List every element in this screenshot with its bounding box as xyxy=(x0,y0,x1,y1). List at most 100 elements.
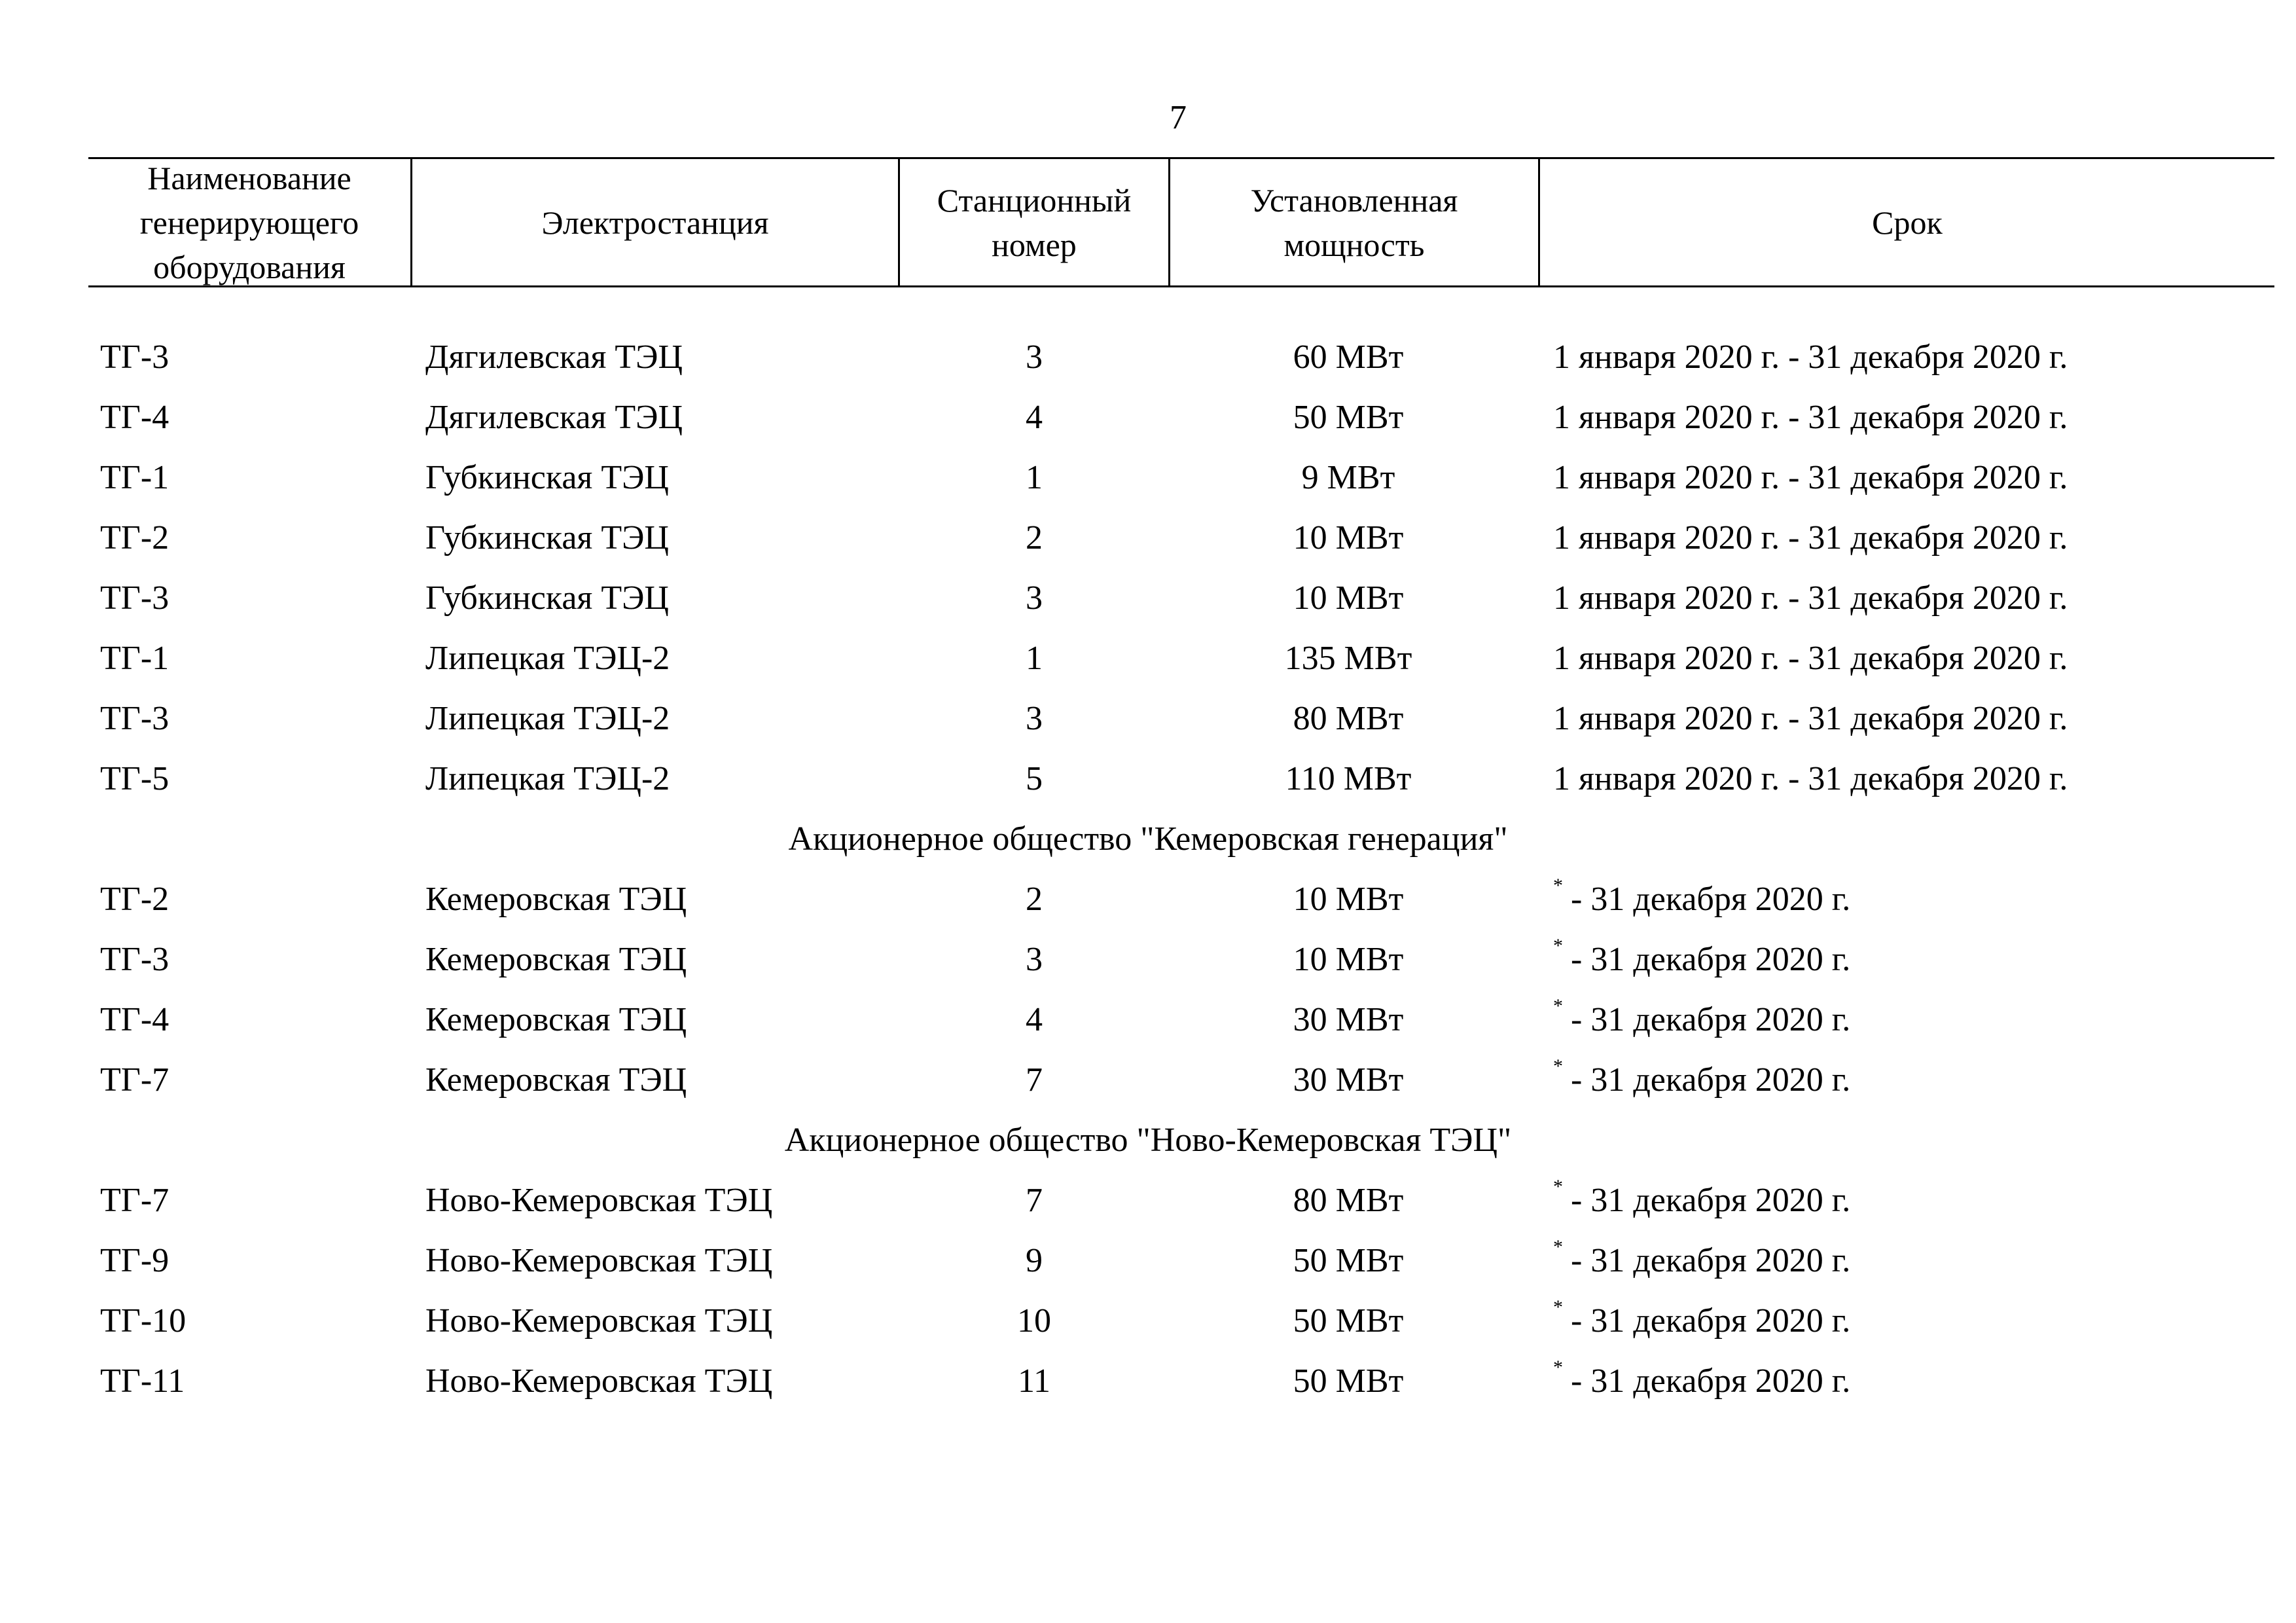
equipment-name: ТГ-7 xyxy=(100,1182,170,1219)
term-text: - 31 декабря 2020 г. xyxy=(1571,1182,1851,1219)
installed-capacity: 110 МВт xyxy=(1285,760,1412,797)
installed-capacity: 80 МВт xyxy=(1293,1182,1404,1219)
plant-name: Губкинская ТЭЦ xyxy=(425,459,669,496)
installed-capacity: 30 МВт xyxy=(1293,1001,1404,1038)
plant-name: Липецкая ТЭЦ-2 xyxy=(425,640,670,677)
station-number: 4 xyxy=(1026,399,1043,436)
header-divider-3 xyxy=(1168,157,1170,287)
table-row: ТГ-3 Кемеровская ТЭЦ 3 10 МВт * - 31 дека… xyxy=(0,930,2296,990)
station-number: 2 xyxy=(1026,881,1043,918)
term: 1 января 2020 г. - 31 декабря 2020 г. xyxy=(1553,579,2068,617)
header-capacity-line-1: Установленная xyxy=(1250,181,1458,219)
term: 1 января 2020 г. - 31 декабря 2020 г. xyxy=(1553,399,2068,436)
equipment-name: ТГ-1 xyxy=(100,640,170,677)
plant-name: Липецкая ТЭЦ-2 xyxy=(425,760,670,797)
equipment-name: ТГ-1 xyxy=(100,459,170,496)
footnote-mark: * xyxy=(1553,874,1563,896)
equipment-name: ТГ-9 xyxy=(100,1242,170,1279)
equipment-name: ТГ-11 xyxy=(100,1362,185,1400)
term: * - 31 декабря 2020 г. xyxy=(1553,1171,1850,1231)
header-plant: Электростанция xyxy=(412,157,898,287)
term-text: - 31 декабря 2020 г. xyxy=(1571,881,1851,918)
header-divider-4 xyxy=(1538,157,1540,287)
table-row: ТГ-2 Губкинская ТЭЦ 2 10 МВт 1 января 20… xyxy=(0,508,2296,568)
footnote-mark: * xyxy=(1553,994,1563,1017)
term: * - 31 декабря 2020 г. xyxy=(1553,930,1850,990)
term: 1 января 2020 г. - 31 декабря 2020 г. xyxy=(1553,640,2068,677)
header-divider-2 xyxy=(898,157,900,287)
header-bottom-rule xyxy=(88,285,2274,287)
plant-name: Ново-Кемеровская ТЭЦ xyxy=(425,1362,773,1400)
installed-capacity: 50 МВт xyxy=(1293,399,1404,436)
plant-name: Ново-Кемеровская ТЭЦ xyxy=(425,1182,773,1219)
installed-capacity: 80 МВт xyxy=(1293,700,1404,737)
term-text: - 31 декабря 2020 г. xyxy=(1571,1061,1851,1099)
installed-capacity: 10 МВт xyxy=(1293,579,1404,617)
station-number: 3 xyxy=(1026,941,1043,978)
header-term: Срок xyxy=(1540,157,2274,287)
installed-capacity: 50 МВт xyxy=(1293,1242,1404,1279)
installed-capacity: 60 МВт xyxy=(1293,338,1404,376)
header-station-number: Станционный номер xyxy=(900,157,1168,287)
term: * - 31 декабря 2020 г. xyxy=(1553,1231,1850,1291)
plant-name: Кемеровская ТЭЦ xyxy=(425,881,687,918)
station-number: 3 xyxy=(1026,338,1043,376)
group-heading-kemerovo-generation: Акционерное общество "Кемеровская генера… xyxy=(788,820,1508,858)
plant-name: Кемеровская ТЭЦ xyxy=(425,1061,687,1099)
table-row: ТГ-5 Липецкая ТЭЦ-2 5 110 МВт 1 января 2… xyxy=(0,749,2296,809)
station-number: 4 xyxy=(1026,1001,1043,1038)
group-heading-novo-kemerovo-chp: Акционерное общество "Ново-Кемеровская Т… xyxy=(784,1122,1512,1159)
term: * - 31 декабря 2020 г. xyxy=(1553,1351,1850,1412)
equipment-name: ТГ-3 xyxy=(100,700,170,737)
equipment-name: ТГ-2 xyxy=(100,881,170,918)
plant-name: Кемеровская ТЭЦ xyxy=(425,1001,687,1038)
plant-name: Дягилевская ТЭЦ xyxy=(425,338,683,376)
footnote-mark: * xyxy=(1553,1055,1563,1077)
table-row: ТГ-2 Кемеровская ТЭЦ 2 10 МВт * - 31 дека… xyxy=(0,869,2296,930)
equipment-name: ТГ-7 xyxy=(100,1061,170,1099)
header-equipment-line-3: оборудования xyxy=(153,248,346,285)
header-term-label: Срок xyxy=(1872,204,1943,241)
plant-name: Ново-Кемеровская ТЭЦ xyxy=(425,1302,773,1340)
header-capacity-line-2: мощность xyxy=(1283,226,1425,263)
station-number: 7 xyxy=(1026,1061,1043,1099)
footnote-mark: * xyxy=(1553,934,1563,957)
equipment-name: ТГ-3 xyxy=(100,941,170,978)
footnote-mark: * xyxy=(1553,1175,1563,1197)
installed-capacity: 50 МВт xyxy=(1293,1362,1404,1400)
term: * - 31 декабря 2020 г. xyxy=(1553,1291,1850,1351)
term: 1 января 2020 г. - 31 декабря 2020 г. xyxy=(1553,700,2068,737)
installed-capacity: 50 МВт xyxy=(1293,1302,1404,1340)
station-number: 3 xyxy=(1026,700,1043,737)
equipment-name: ТГ-10 xyxy=(100,1302,187,1340)
header-equipment-line-2: генерирующего xyxy=(139,204,359,241)
table-row: ТГ-3 Липецкая ТЭЦ-2 3 80 МВт 1 января 20… xyxy=(0,689,2296,749)
equipment-name: ТГ-3 xyxy=(100,338,170,376)
header-equipment: Наименование генерирующего оборудования xyxy=(88,157,410,287)
table-row: ТГ-1 Губкинская ТЭЦ 1 9 МВт 1 января 202… xyxy=(0,448,2296,508)
term: 1 января 2020 г. - 31 декабря 2020 г. xyxy=(1553,760,2068,797)
term-text: - 31 декабря 2020 г. xyxy=(1571,1302,1851,1340)
header-station-number-line-2: номер xyxy=(992,226,1077,263)
station-number: 1 xyxy=(1026,640,1043,677)
page-number: 7 xyxy=(1170,99,1187,136)
station-number: 3 xyxy=(1026,579,1043,617)
table-row: ТГ-3 Губкинская ТЭЦ 3 10 МВт 1 января 20… xyxy=(0,568,2296,629)
station-number: 1 xyxy=(1026,459,1043,496)
equipment-name: ТГ-5 xyxy=(100,760,170,797)
installed-capacity: 10 МВт xyxy=(1293,881,1404,918)
footnote-mark: * xyxy=(1553,1235,1563,1258)
header-divider-1 xyxy=(410,157,412,287)
equipment-name: ТГ-3 xyxy=(100,579,170,617)
footnote-mark: * xyxy=(1553,1296,1563,1318)
station-number: 2 xyxy=(1026,519,1043,556)
header-equipment-line-1: Наименование xyxy=(147,159,351,196)
station-number: 7 xyxy=(1026,1182,1043,1219)
installed-capacity: 9 МВт xyxy=(1301,459,1395,496)
equipment-name: ТГ-2 xyxy=(100,519,170,556)
table-row: ТГ-7 Кемеровская ТЭЦ 7 30 МВт * - 31 дека… xyxy=(0,1050,2296,1110)
header-plant-label: Электростанция xyxy=(541,204,769,241)
table-row: ТГ-1 Липецкая ТЭЦ-2 1 135 МВт 1 января 2… xyxy=(0,629,2296,689)
plant-name: Дягилевская ТЭЦ xyxy=(425,399,683,436)
term-text: - 31 декабря 2020 г. xyxy=(1571,941,1851,978)
